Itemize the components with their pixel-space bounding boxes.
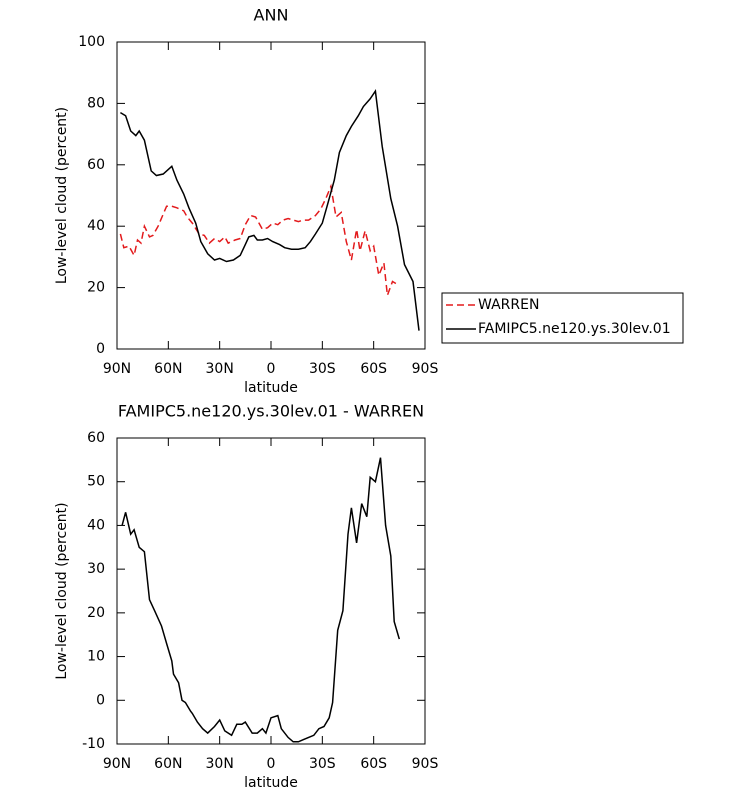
y-tick-label: 20 [87, 280, 105, 296]
legend-label: FAMIPC5.ne120.ys.30lev.01 [478, 321, 671, 337]
x-tick-label: 30S [309, 756, 336, 772]
x-tick-label: 60N [154, 756, 182, 772]
x-axis-label: latitude [244, 775, 298, 791]
x-tick-label: 30S [309, 361, 336, 377]
plot-frame [116, 437, 426, 745]
plot-frame [116, 41, 426, 350]
data-line [120, 89, 420, 331]
x-tick-label: 90N [103, 361, 131, 377]
y-tick-label: 60 [87, 157, 105, 173]
x-axis-label: latitude [244, 380, 298, 396]
x-tick-label: 60S [360, 361, 387, 377]
x-tick-label: 90S [412, 756, 439, 772]
y-tick-label: 40 [87, 517, 105, 533]
x-tick-label: 60N [154, 361, 182, 377]
chart-title: FAMIPC5.ne120.ys.30lev.01 - WARREN [118, 402, 424, 421]
y-axis-label: Low-level cloud (percent) [54, 107, 70, 284]
x-tick-label: 0 [267, 756, 276, 772]
y-tick-label: 100 [78, 34, 105, 50]
x-tick-label: 30N [206, 756, 234, 772]
x-tick-label: 90S [412, 361, 439, 377]
y-axis-label: Low-level cloud (percent) [54, 502, 70, 679]
x-tick-label: 90N [103, 756, 131, 772]
x-tick-label: 60S [360, 756, 387, 772]
y-tick-label: 30 [87, 561, 105, 577]
panel: FAMIPC5.ne120.ys.30lev.01 - WARREN 90N 60N… [54, 402, 438, 792]
chart-title: ANN [254, 6, 289, 25]
y-tick-label: 40 [87, 218, 105, 234]
y-tick-label: 20 [87, 605, 105, 621]
x-tick-label: 30N [206, 361, 234, 377]
legend-label: WARREN [478, 297, 539, 313]
y-tick-label: 60 [87, 430, 105, 446]
legend-box [441, 292, 684, 344]
panel: ANN 90N 60N 30N 0 30S 60S 90S 0 20 40 60 80 100 latitu… [54, 6, 684, 396]
y-tick-label: 0 [96, 341, 105, 357]
y-tick-label: -10 [82, 736, 105, 752]
x-tick-label: 0 [267, 361, 276, 377]
y-tick-label: 50 [87, 474, 105, 490]
y-tick-label: 0 [96, 692, 105, 708]
data-line [119, 183, 398, 296]
y-tick-label: 10 [87, 649, 105, 665]
data-line [121, 457, 401, 743]
y-tick-label: 80 [87, 95, 105, 111]
